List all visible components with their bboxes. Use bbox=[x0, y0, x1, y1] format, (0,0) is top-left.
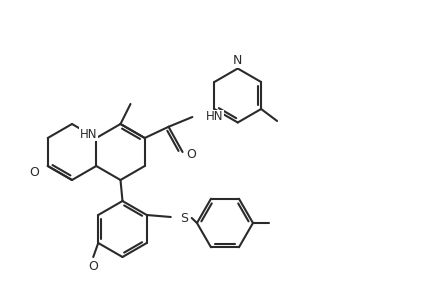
Text: N: N bbox=[233, 54, 242, 67]
Text: O: O bbox=[187, 149, 196, 162]
Text: HN: HN bbox=[206, 110, 224, 123]
Text: HN: HN bbox=[80, 127, 97, 140]
Text: S: S bbox=[180, 212, 188, 225]
Text: O: O bbox=[29, 166, 39, 179]
Text: O: O bbox=[88, 260, 98, 273]
